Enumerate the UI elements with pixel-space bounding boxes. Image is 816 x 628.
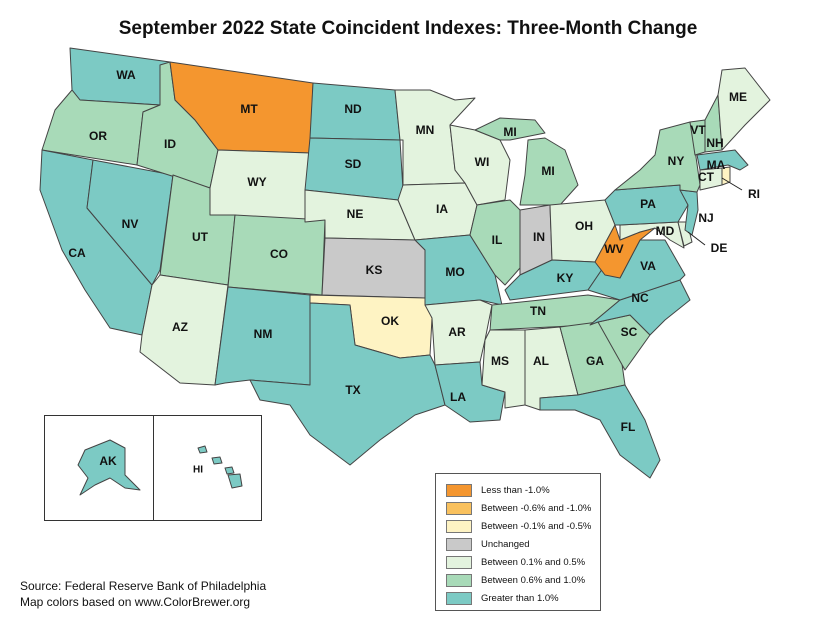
legend-item: Unchanged bbox=[446, 537, 530, 551]
label-ut: UT bbox=[192, 230, 209, 244]
legend-swatch bbox=[446, 573, 472, 587]
label-ne: NE bbox=[347, 207, 364, 221]
legend-label: Between 0.1% and 0.5% bbox=[481, 556, 586, 568]
label-ky: KY bbox=[557, 271, 574, 285]
legend: Less than -1.0% Between -0.6% and -1.0% … bbox=[435, 473, 601, 611]
legend-label: Between -0.6% and -1.0% bbox=[481, 502, 592, 514]
state-ak bbox=[77, 439, 141, 496]
label-tx: TX bbox=[345, 383, 360, 397]
label-ak: AK bbox=[99, 454, 117, 468]
label-wy: WY bbox=[247, 175, 266, 189]
state-mi-lower bbox=[519, 137, 579, 206]
label-ks: KS bbox=[366, 263, 383, 277]
label-ma: MA bbox=[707, 158, 726, 172]
source-line: Source: Federal Reserve Bank of Philadel… bbox=[20, 579, 267, 593]
state-mi-upper bbox=[474, 117, 546, 141]
label-nc: NC bbox=[631, 291, 649, 305]
label-hi: HI bbox=[193, 465, 203, 476]
legend-item: Less than -1.0% bbox=[446, 483, 550, 497]
legend-swatch bbox=[446, 483, 472, 497]
legend-swatch bbox=[446, 555, 472, 569]
label-tn: TN bbox=[530, 304, 546, 318]
legend-item: Between -0.6% and -1.0% bbox=[446, 501, 591, 515]
label-il: IL bbox=[492, 233, 503, 247]
map-title: September 2022 State Coincident Indexes:… bbox=[118, 18, 698, 39]
label-in: IN bbox=[533, 230, 545, 244]
legend-item: Between 0.1% and 0.5% bbox=[446, 555, 585, 569]
source-note: Source: Federal Reserve Bank of Philadel… bbox=[20, 578, 266, 610]
label-nv: NV bbox=[122, 217, 139, 231]
label-ct: CT bbox=[698, 170, 715, 184]
state-hi-1 bbox=[197, 445, 208, 454]
label-mi-lower: MI bbox=[541, 164, 554, 178]
label-ms: MS bbox=[491, 354, 509, 368]
label-de: DE bbox=[711, 241, 728, 255]
inset-alaska-frame bbox=[44, 415, 154, 521]
legend-label: Between 0.6% and 1.0% bbox=[481, 574, 586, 586]
state-tx bbox=[249, 302, 446, 466]
legend-swatch bbox=[446, 501, 472, 515]
label-ri: RI bbox=[748, 187, 760, 201]
label-pa: PA bbox=[640, 197, 656, 211]
label-nh: NH bbox=[706, 136, 723, 150]
legend-swatch bbox=[446, 537, 472, 551]
label-ga: GA bbox=[586, 354, 604, 368]
label-mt: MT bbox=[240, 102, 258, 116]
label-id: ID bbox=[164, 137, 176, 151]
state-ar bbox=[424, 299, 493, 366]
inset-hawaii-frame bbox=[153, 415, 262, 521]
label-mn: MN bbox=[416, 123, 435, 137]
label-or: OR bbox=[89, 129, 107, 143]
de-leader-line bbox=[687, 231, 706, 246]
label-az: AZ bbox=[172, 320, 188, 334]
label-wi: WI bbox=[475, 155, 490, 169]
legend-item: Greater than 1.0% bbox=[446, 591, 559, 605]
label-sc: SC bbox=[621, 325, 638, 339]
label-ia: IA bbox=[436, 202, 448, 216]
label-la: LA bbox=[450, 390, 466, 404]
label-ny: NY bbox=[668, 154, 685, 168]
legend-label: Less than -1.0% bbox=[481, 484, 550, 496]
label-ar: AR bbox=[448, 325, 466, 339]
colorbrewer-credit: Map colors based on www.ColorBrewer.org bbox=[20, 595, 251, 609]
label-wa: WA bbox=[116, 68, 136, 82]
state-hi-3 bbox=[224, 466, 235, 475]
legend-label: Unchanged bbox=[481, 538, 530, 550]
label-oh: OH bbox=[575, 219, 593, 233]
legend-label: Between -0.1% and -0.5% bbox=[481, 520, 592, 532]
state-ri bbox=[721, 166, 731, 186]
label-nj: NJ bbox=[698, 211, 713, 225]
label-sd: SD bbox=[345, 157, 362, 171]
legend-item: Between -0.1% and -0.5% bbox=[446, 519, 591, 533]
label-mi-upper: MI bbox=[503, 125, 516, 139]
label-fl: FL bbox=[621, 420, 636, 434]
label-va: VA bbox=[640, 259, 656, 273]
state-la bbox=[434, 361, 506, 423]
label-ok: OK bbox=[381, 314, 399, 328]
state-fl bbox=[539, 384, 661, 479]
label-co: CO bbox=[270, 247, 288, 261]
label-nd: ND bbox=[344, 102, 362, 116]
state-ny bbox=[614, 121, 701, 193]
label-ca: CA bbox=[68, 246, 86, 260]
label-mo: MO bbox=[445, 265, 464, 279]
state-il bbox=[469, 199, 521, 286]
state-hi-2 bbox=[211, 456, 223, 465]
label-md: MD bbox=[656, 224, 675, 238]
label-me: ME bbox=[729, 90, 747, 104]
label-wv: WV bbox=[604, 242, 623, 256]
ri-leader-line bbox=[721, 177, 743, 191]
state-hi-4 bbox=[227, 473, 243, 489]
state-me bbox=[717, 67, 771, 151]
legend-item: Between 0.6% and 1.0% bbox=[446, 573, 585, 587]
label-nm: NM bbox=[254, 327, 273, 341]
label-vt: VT bbox=[690, 123, 706, 137]
legend-swatch bbox=[446, 519, 472, 533]
label-al: AL bbox=[533, 354, 549, 368]
legend-label: Greater than 1.0% bbox=[481, 592, 559, 604]
legend-swatch bbox=[446, 591, 472, 605]
